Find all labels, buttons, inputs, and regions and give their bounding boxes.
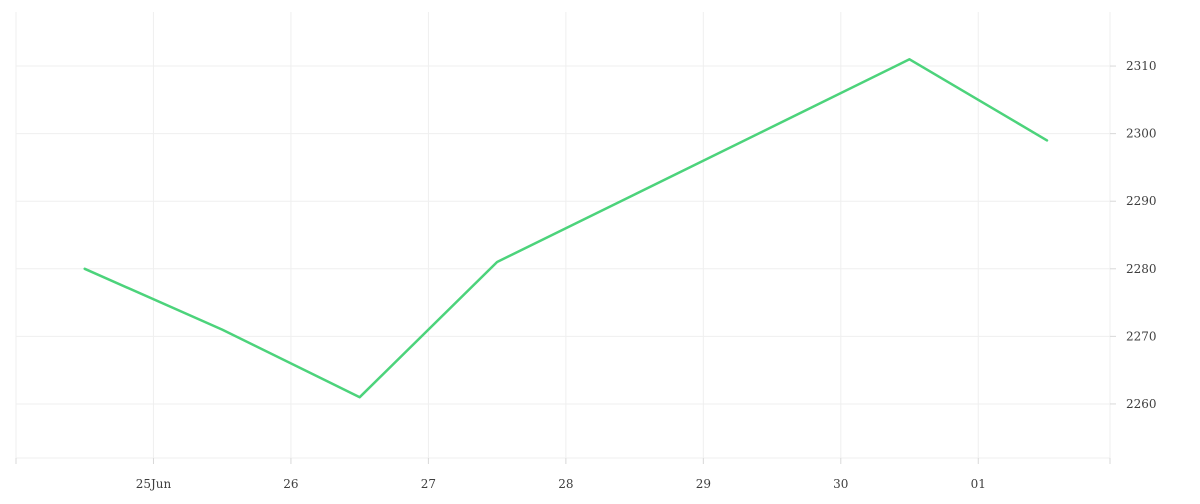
- series-layer: [83, 58, 1049, 399]
- x-tick-label: 28: [558, 477, 573, 491]
- x-tick-label: 26: [283, 477, 298, 491]
- x-tick-label: 01: [971, 477, 986, 491]
- x-tick-label: 29: [696, 477, 711, 491]
- y-tick-label: 2270: [1126, 329, 1157, 343]
- y-tick-label: 2280: [1126, 262, 1157, 276]
- axis-layer: [15, 65, 1116, 464]
- y-tick-label: 2300: [1126, 127, 1157, 141]
- y-tick-label: 2310: [1126, 59, 1157, 73]
- x-tick-label: 27: [421, 477, 436, 491]
- label-layer: 25Jun 26 27 28 29 30 01 2260 2270 2280 2290 2300 231…: [136, 59, 1157, 491]
- grid-layer: [15, 12, 1111, 458]
- x-tick-label: 25Jun: [136, 477, 172, 491]
- y-tick-label: 2260: [1126, 397, 1157, 411]
- y-tick-label: 2290: [1126, 194, 1157, 208]
- x-tick-label: 30: [833, 477, 848, 491]
- series-line: [83, 58, 1049, 399]
